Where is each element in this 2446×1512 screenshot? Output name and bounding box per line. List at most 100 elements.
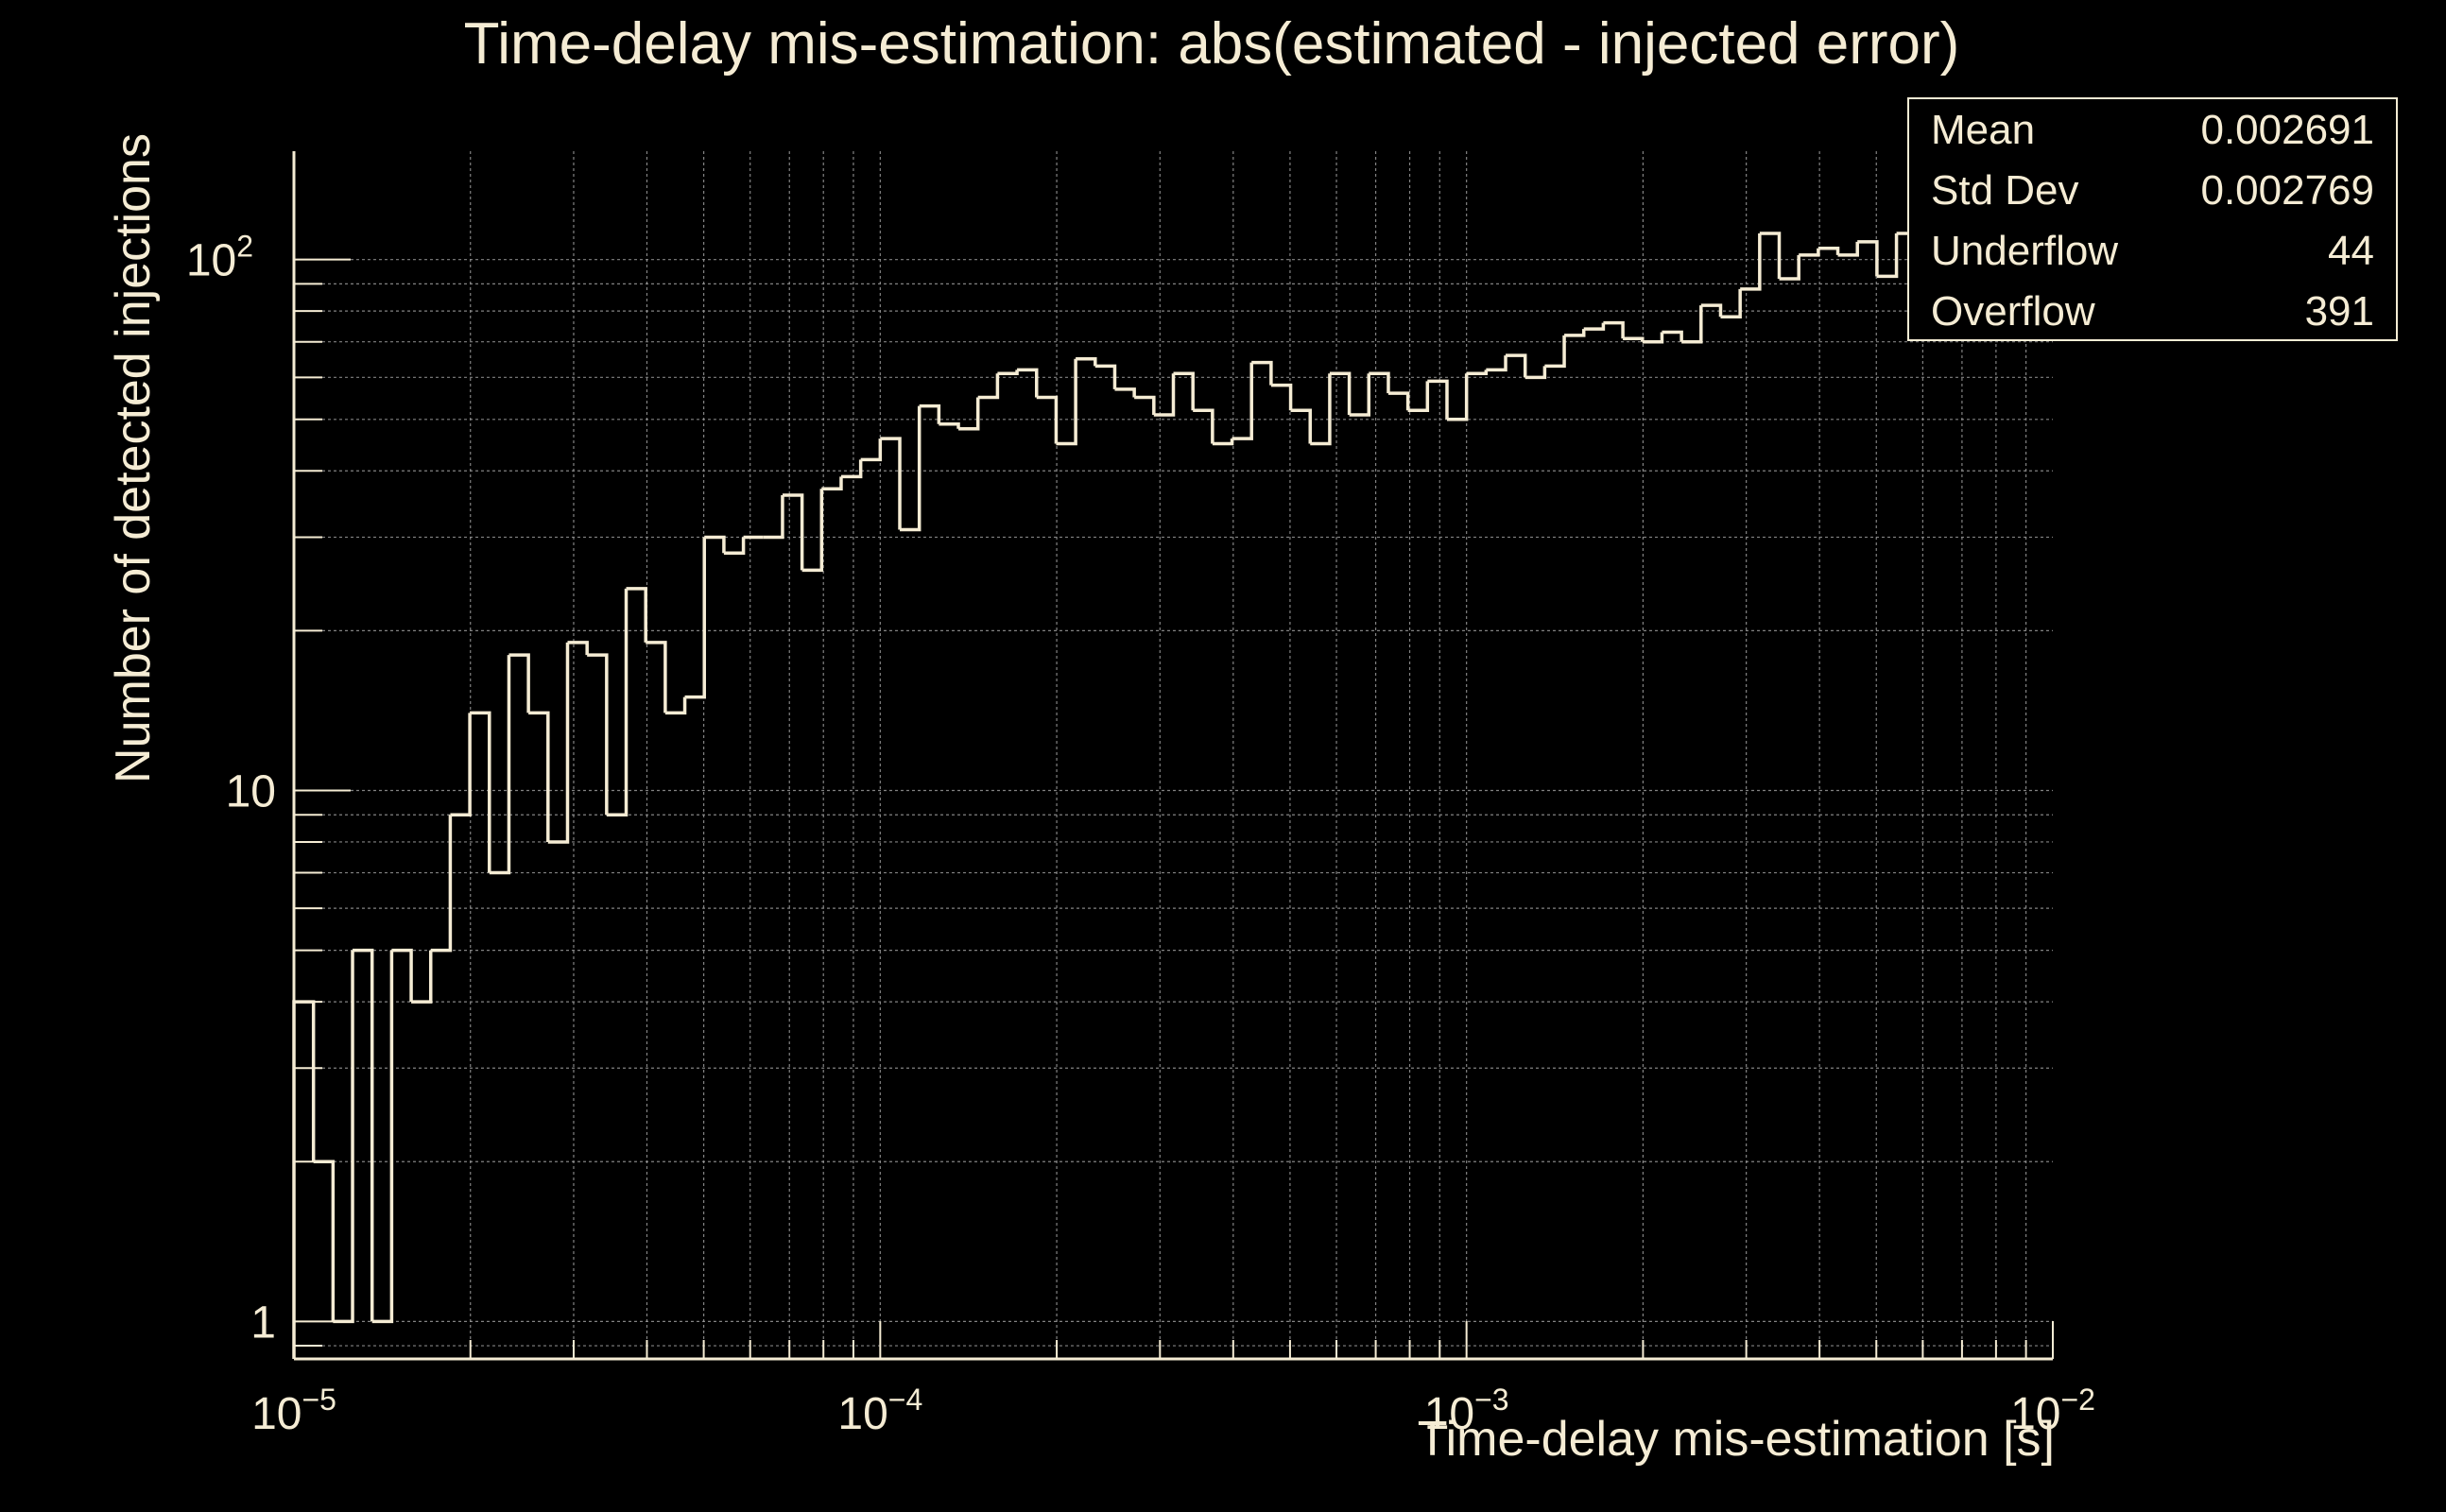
histogram-bin	[371, 950, 394, 1324]
x-axis-label: Time-delay mis-estimation [s]	[1418, 1412, 2055, 1467]
x-tick-label-exponent: −2	[2060, 1383, 2094, 1417]
stats-label: Overflow	[1931, 288, 2095, 335]
histogram-bin	[1759, 232, 1782, 280]
y-tick-label-base: 10	[186, 236, 236, 286]
x-tick-label: 10−4	[837, 1383, 922, 1439]
y-tick-label: 10	[226, 767, 276, 817]
histogram-bin	[1603, 320, 1625, 339]
stats-value: 0.002691	[2200, 107, 2374, 153]
histogram-series	[292, 206, 2053, 1359]
histogram-bin	[860, 438, 883, 462]
stats-value: 44	[2328, 228, 2374, 274]
y-tick-label-base: 10	[226, 767, 276, 817]
histogram-bin	[1369, 371, 1390, 394]
histogram-bin	[391, 948, 413, 1003]
stats-box: Mean 0.002691 Std Dev 0.002769 Underflow 44 Ov…	[1907, 97, 2398, 341]
x-tick-label-base: 10	[2010, 1389, 2060, 1439]
x-tick-label-exponent: −5	[301, 1383, 336, 1417]
histogram-bin	[353, 948, 374, 1322]
histogram-bin	[1094, 364, 1117, 389]
histogram-bin	[1173, 371, 1195, 411]
histogram-bin	[919, 404, 941, 424]
histogram-bin	[840, 459, 863, 479]
histogram-bin	[1837, 241, 1859, 257]
histogram-bin	[1564, 329, 1586, 337]
histogram-bin	[1817, 247, 1840, 255]
histogram-bin	[646, 641, 667, 713]
x-tick-label-base: 10	[251, 1389, 301, 1439]
histogram-bin	[723, 537, 746, 556]
histogram-bin	[1270, 383, 1293, 411]
grid-lines	[294, 151, 2053, 1359]
histogram-bin	[626, 587, 647, 643]
chart-title: Time-delay mis-estimation: abs(estimated…	[464, 11, 1960, 77]
histogram-bin	[1134, 395, 1156, 415]
histogram-bin	[1329, 371, 1352, 415]
histogram-bin	[1524, 366, 1547, 380]
histogram-bin	[1700, 303, 1723, 318]
histogram-bin	[1212, 438, 1234, 446]
histogram-bin	[508, 653, 530, 713]
histogram-bin	[1056, 358, 1077, 446]
histogram-bin	[606, 588, 629, 816]
histogram-bin	[1349, 373, 1371, 417]
histogram-bin	[1193, 408, 1214, 444]
histogram-bin	[489, 655, 511, 875]
histogram-bin	[1232, 362, 1253, 440]
histogram-bin	[470, 711, 491, 873]
histogram-bin	[1153, 373, 1176, 417]
histogram-bin	[900, 405, 922, 532]
histogram-bin	[1114, 387, 1136, 398]
stats-box-frame	[1907, 97, 2398, 341]
histogram-bin	[1642, 332, 1664, 344]
histogram-bin	[1799, 248, 1820, 257]
histogram-bin	[1779, 254, 1800, 281]
histogram-bin	[684, 537, 706, 699]
x-tick-label: 10−3	[1424, 1383, 1509, 1439]
histogram-bin	[1506, 353, 1527, 378]
histogram-bin	[1310, 373, 1332, 446]
histogram-bin	[1076, 357, 1097, 367]
x-tick-label: 10−5	[251, 1383, 336, 1439]
histogram-bin	[958, 397, 980, 431]
histogram-bin	[411, 950, 433, 1004]
histogram-bin	[1407, 381, 1430, 412]
stats-label: Std Dev	[1931, 167, 2079, 214]
stats-label: Mean	[1931, 107, 2035, 153]
histogram-bin	[1017, 368, 1039, 398]
histogram-bin	[880, 437, 902, 530]
histogram-bin	[567, 641, 589, 656]
histogram-bin	[1251, 360, 1273, 386]
histogram-bin	[1427, 379, 1449, 420]
stats-value: 391	[2305, 288, 2374, 335]
histogram-bin	[1290, 408, 1312, 444]
histogram-bin	[1446, 373, 1469, 421]
x-tick-label-base: 10	[837, 1389, 887, 1439]
histogram-bin	[1583, 322, 1606, 331]
histogram-bin	[782, 493, 804, 571]
histogram-bin	[1662, 330, 1683, 342]
histogram-bin	[1876, 233, 1899, 279]
histogram-bin	[1036, 395, 1059, 444]
histogram-bin	[763, 494, 784, 540]
histogram-bin	[1486, 355, 1507, 372]
histogram-bin	[977, 373, 1000, 400]
histogram-bin	[430, 815, 453, 953]
y-tick-label-exponent: 2	[236, 230, 253, 264]
y-axis-label: Number of detected injections	[106, 133, 161, 783]
stats-value: 0.002769	[2200, 167, 2374, 214]
histogram-bin	[547, 642, 570, 844]
histogram-bin	[664, 696, 687, 715]
histogram-bin	[1387, 391, 1410, 411]
histogram-bin	[1544, 335, 1566, 369]
y-tick-label: 1	[250, 1297, 276, 1348]
histogram-bin	[1857, 240, 1879, 277]
y-tick-label-base: 1	[250, 1297, 276, 1348]
histogram-bin	[1740, 233, 1762, 291]
histogram-bin	[450, 713, 472, 816]
x-tick-label: 10−2	[2010, 1383, 2095, 1439]
stats-label: Underflow	[1931, 228, 2118, 274]
histogram-bin	[704, 535, 726, 554]
